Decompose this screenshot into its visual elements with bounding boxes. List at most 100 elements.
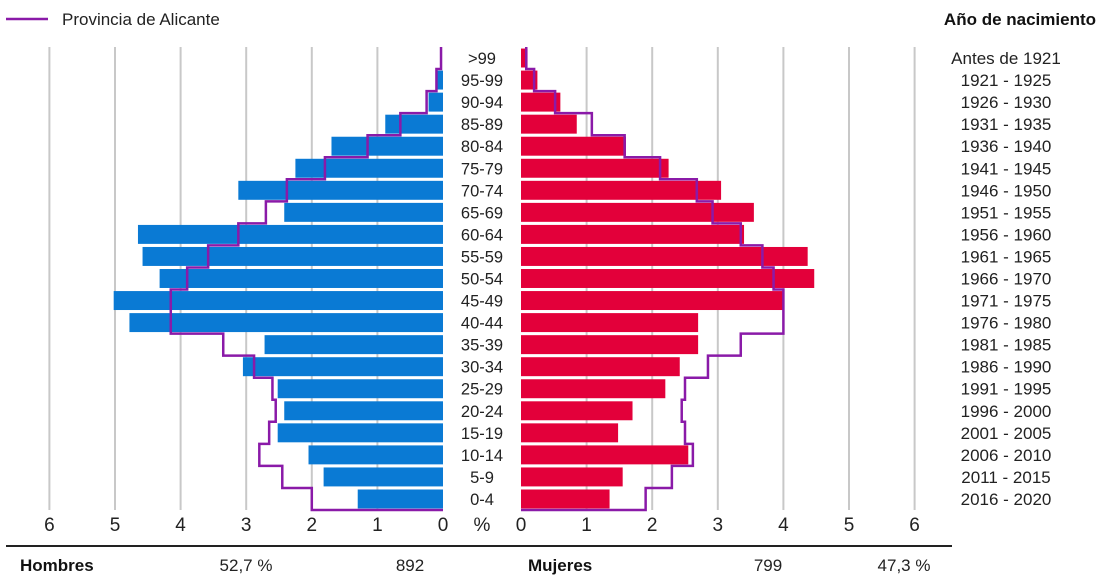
age-group-label: 20-24 (461, 403, 503, 421)
footer-men-count: 892 (396, 556, 424, 575)
x-tick-left-0: 0 (438, 515, 449, 536)
birth-year-label: 1971 - 1975 (961, 292, 1052, 311)
age-group-label: 5-9 (470, 469, 494, 487)
province-line-women (521, 47, 785, 512)
birth-year-label: 2001 - 2005 (961, 424, 1052, 443)
age-group-label: >99 (468, 50, 496, 68)
birth-year-label: 2011 - 2015 (961, 468, 1050, 487)
footer-women-label: Mujeres (528, 556, 592, 575)
birth-year-label: 1951 - 1955 (961, 203, 1052, 222)
age-group-label: 60-64 (461, 226, 503, 244)
birth-year-label: 1936 - 1940 (961, 137, 1052, 156)
province-line-men (169, 47, 443, 512)
footer-men-label: Hombres (20, 556, 94, 575)
x-tick-left-4: 4 (175, 515, 186, 536)
x-tick-right-4: 4 (778, 515, 789, 536)
bar-women-75-79 (521, 158, 669, 178)
province-lines (169, 47, 785, 512)
footer-women-count: 799 (754, 556, 782, 575)
bar-women-65-69 (521, 202, 754, 222)
birth-year-label: 1946 - 1950 (961, 181, 1052, 200)
age-group-label: 65-69 (461, 204, 503, 222)
birth-year-header: Año de nacimiento (944, 10, 1096, 29)
x-tick-left-3: 3 (241, 515, 252, 536)
bar-men-10-14 (308, 445, 443, 465)
x-tick-left-1: 1 (372, 515, 383, 536)
bar-men-25-29 (277, 379, 443, 399)
footer-women-pct: 47,3 % (878, 556, 931, 575)
legend-label: Provincia de Alicante (62, 10, 220, 29)
bar-men-50-54 (159, 269, 443, 288)
age-group-label: 55-59 (461, 248, 503, 266)
bars (113, 48, 815, 509)
bar-men-15-19 (277, 423, 443, 443)
bar-men-60-64 (137, 224, 443, 244)
age-group-label: 10-14 (461, 447, 503, 465)
x-unit-label: % (474, 515, 491, 536)
age-group-label: 45-49 (461, 293, 503, 311)
age-group-label: 25-29 (461, 381, 503, 399)
bar-women-10-14 (521, 445, 689, 465)
birth-year-label: 1966 - 1970 (961, 270, 1052, 289)
birth-year-label: 1941 - 1945 (961, 159, 1052, 178)
bar-men-20-24 (284, 401, 443, 421)
bar-women-40-44 (521, 313, 699, 333)
bar-women-20-24 (521, 401, 633, 421)
bar-women-30-34 (521, 357, 680, 377)
bar-women-50-54 (521, 269, 815, 288)
bar-women-45-49 (521, 291, 784, 311)
x-tick-labels: 6 5 4 3 2 1 0 0 1 2 3 4 5 6 (44, 515, 920, 536)
x-tick-right-5: 5 (844, 515, 855, 536)
birth-year-label: 1926 - 1930 (961, 93, 1052, 112)
birth-year-label: 1961 - 1965 (961, 247, 1052, 266)
birth-year-label: 1981 - 1985 (961, 336, 1052, 355)
bar-women-90-94 (521, 92, 561, 112)
x-tick-left-5: 5 (110, 515, 121, 536)
birth-year-label: 1956 - 1960 (961, 225, 1052, 244)
age-group-label: 70-74 (461, 182, 503, 200)
bar-women-15-19 (521, 423, 619, 443)
bar-men-30-34 (242, 357, 443, 377)
bar-men-55-59 (142, 246, 443, 266)
bar-men-90-94 (428, 92, 443, 112)
bar-women->99 (521, 48, 528, 68)
age-group-label: 85-89 (461, 116, 503, 134)
age-group-label: 90-94 (461, 94, 503, 112)
age-group-label: 35-39 (461, 337, 503, 355)
bar-men-35-39 (264, 335, 443, 355)
bar-men-70-74 (238, 180, 443, 200)
footer-men-pct: 52,7 % (220, 556, 273, 575)
bar-women-25-29 (521, 379, 666, 399)
bar-women-60-64 (521, 224, 745, 244)
age-group-label: 75-79 (461, 160, 503, 178)
age-group-label: 80-84 (461, 138, 503, 156)
bar-men-0-4 (357, 489, 443, 509)
bar-men-45-49 (113, 291, 444, 311)
birth-year-labels: Antes de 1921 1921 - 1925 1926 - 1930 1931 … (951, 49, 1061, 509)
x-tick-right-3: 3 (713, 515, 724, 536)
bar-men-95-99 (436, 70, 443, 90)
birth-year-label: 2006 - 2010 (961, 446, 1052, 465)
birth-year-label: 2016 - 2020 (961, 490, 1052, 509)
bar-men-5-9 (323, 467, 443, 487)
bar-women-85-89 (521, 114, 577, 134)
bar-women-80-84 (521, 136, 626, 156)
x-tick-right-1: 1 (581, 515, 592, 536)
age-group-label: 15-19 (461, 425, 503, 443)
bar-men-85-89 (385, 114, 443, 134)
age-group-label: 40-44 (461, 315, 503, 333)
bar-men-80-84 (331, 136, 443, 156)
age-group-labels: >99 95-99 90-94 85-89 80-84 75-79 70-74 65-69 60… (461, 50, 503, 509)
birth-year-label: Antes de 1921 (951, 49, 1061, 68)
birth-year-label: 1991 - 1995 (961, 380, 1052, 399)
age-group-label: 30-34 (461, 359, 503, 377)
age-group-label: 95-99 (461, 72, 503, 90)
bar-women-5-9 (521, 467, 623, 487)
bar-women-55-59 (521, 246, 808, 266)
x-tick-right-2: 2 (647, 515, 658, 536)
birth-year-label: 1976 - 1980 (961, 314, 1052, 333)
bar-women-70-74 (521, 180, 722, 200)
birth-year-label: 1931 - 1935 (961, 115, 1052, 134)
birth-year-label: 1921 - 1925 (961, 71, 1052, 90)
